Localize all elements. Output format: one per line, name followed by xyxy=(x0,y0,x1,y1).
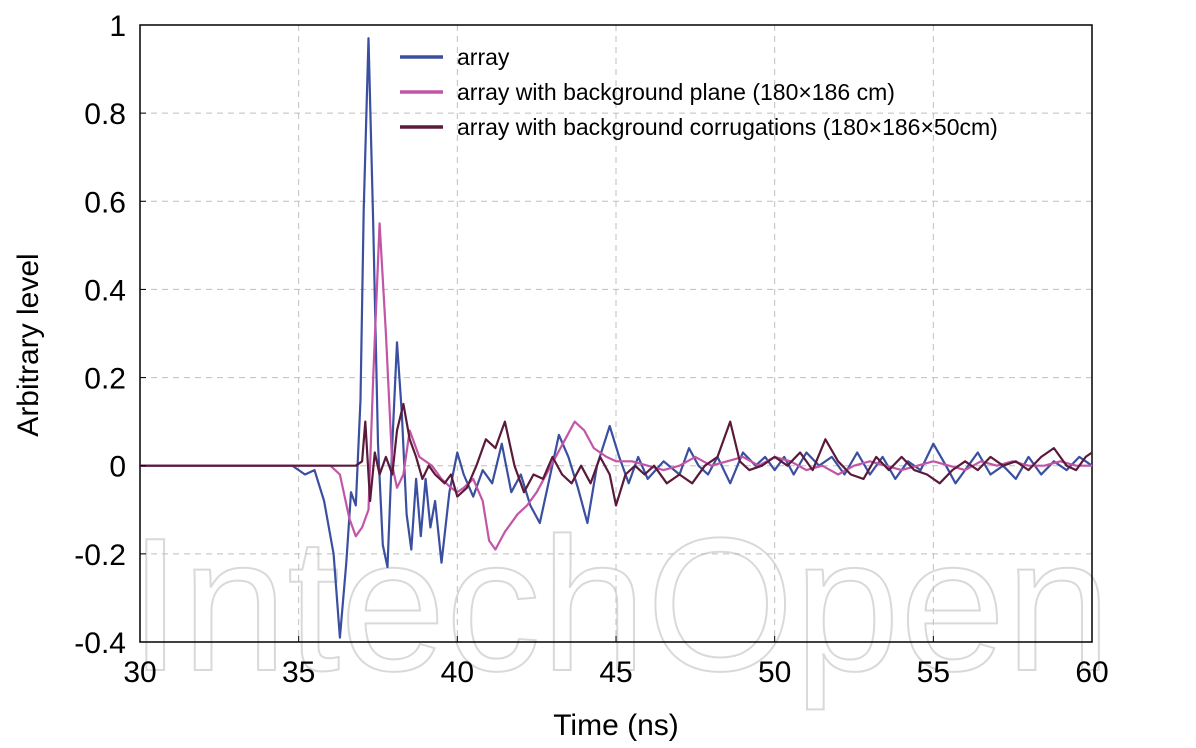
legend-label: array xyxy=(457,44,510,70)
x-tick-label: 30 xyxy=(123,656,156,689)
grid xyxy=(140,25,1092,642)
legend-label: array with background plane (180×186 cm) xyxy=(457,79,895,105)
y-tick-label: 0 xyxy=(109,451,126,484)
y-tick-label: -0.4 xyxy=(74,627,126,660)
series-lines xyxy=(140,37,1093,639)
x-tick-label: 55 xyxy=(917,656,950,689)
y-tick-label: 0.4 xyxy=(84,274,126,307)
legend: array array with background plane (180×18… xyxy=(400,44,998,140)
x-axis-title: Time (ns) xyxy=(553,709,679,742)
series-line xyxy=(140,402,1093,507)
x-axis-ticks: 30 35 40 45 50 55 60 xyxy=(123,636,1109,689)
x-tick-label: 50 xyxy=(758,656,791,689)
x-tick-label: 45 xyxy=(599,656,632,689)
y-axis-title: Arbitrary level xyxy=(12,253,45,436)
x-tick-label: 35 xyxy=(282,656,315,689)
y-tick-label: 0.2 xyxy=(84,363,126,396)
watermark: IntechOpen xyxy=(129,499,1111,711)
x-tick-label: 60 xyxy=(1075,656,1108,689)
y-tick-label: 0.8 xyxy=(84,98,126,131)
series-line xyxy=(140,222,1092,551)
x-tick-label: 40 xyxy=(441,656,474,689)
legend-label: array with background corrugations (180×… xyxy=(457,114,998,140)
y-tick-label: 1 xyxy=(109,10,126,43)
y-tick-label: -0.2 xyxy=(74,539,126,572)
y-axis-ticks: -0.4 -0.2 0 0.2 0.4 0.6 0.8 1 xyxy=(74,10,146,660)
y-tick-label: 0.6 xyxy=(84,186,126,219)
